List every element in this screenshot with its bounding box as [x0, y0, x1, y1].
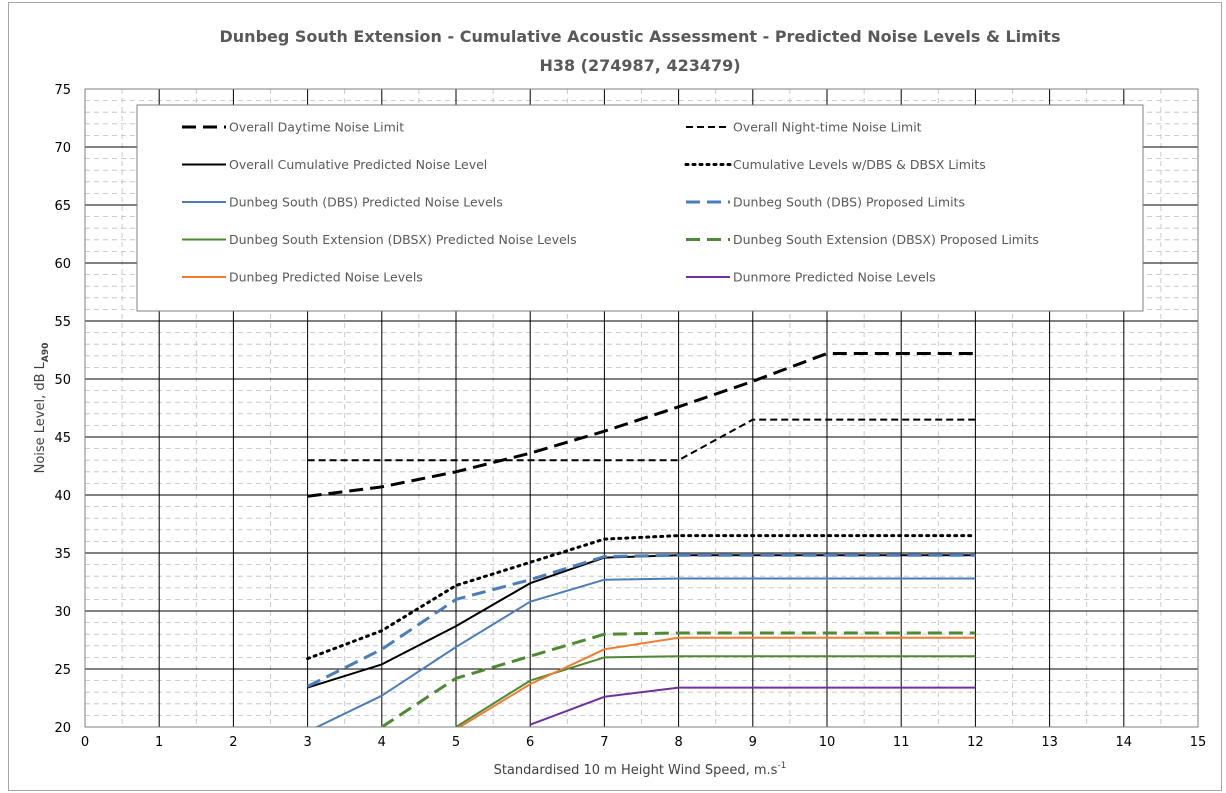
- x-tick-label: 6: [526, 735, 534, 750]
- y-tick-label: 50: [54, 373, 71, 388]
- legend: Overall Daytime Noise Limit Overall Night…: [136, 104, 1144, 312]
- y-tick-label: 35: [54, 547, 71, 562]
- x-tick-label: 0: [81, 735, 89, 750]
- x-tick-label: 3: [303, 735, 311, 750]
- series-line-2: [307, 418, 976, 462]
- legend-label-1: Overall Daytime Noise Limit: [229, 120, 404, 135]
- y-tick-label: 60: [54, 257, 71, 272]
- x-tick-labels: 0 1 2 3 4 5 6 7 8 9 10 11 12 13 14 15: [81, 735, 1206, 750]
- x-tick-label: 4: [378, 735, 386, 750]
- y-tick-label: 55: [54, 315, 71, 330]
- y-axis-title-text: Noise Level, dB L: [33, 361, 48, 473]
- x-tick-label: 5: [452, 735, 460, 750]
- y-tick-label: 40: [54, 489, 71, 504]
- series-line-6: [306, 553, 976, 688]
- x-tick-label: 11: [893, 735, 910, 750]
- x-tick-label: 10: [819, 735, 836, 750]
- y-tick-label: 30: [54, 605, 71, 620]
- series-line-8: [380, 631, 976, 727]
- x-tick-label: 9: [749, 735, 757, 750]
- legend-label-2: Overall Night-time Noise Limit: [733, 120, 922, 135]
- series-line-10: [529, 686, 976, 726]
- chart-title: Dunbeg South Extension - Cumulative Acou…: [220, 27, 1061, 46]
- x-axis-title-superscript: -1: [777, 761, 786, 771]
- y-axis-title: Noise Level, dB LA90: [33, 343, 51, 474]
- y-tick-labels: 20 25 30 35 40 45 50 55 60 65 70 75: [54, 83, 71, 736]
- y-tick-label: 20: [54, 721, 71, 736]
- y-tick-label: 25: [54, 663, 71, 678]
- x-axis-title-text: Standardised 10 m Height Wind Speed, m.s: [494, 763, 778, 778]
- x-tick-label: 15: [1190, 735, 1207, 750]
- x-tick-label: 2: [229, 735, 237, 750]
- plot-area-border: [84, 88, 1199, 728]
- x-tick-label: 8: [674, 735, 682, 750]
- y-tick-label: 70: [54, 141, 71, 156]
- x-tick-label: 1: [155, 735, 163, 750]
- y-axis-title-subscript: A90: [41, 343, 51, 363]
- x-tick-label: 14: [1116, 735, 1133, 750]
- series-line-4: [306, 534, 977, 661]
- y-tick-label: 75: [54, 83, 71, 98]
- legend-label-7: Dunbeg South Extension (DBSX) Predicted …: [229, 232, 577, 247]
- legend-label-6: Dunbeg South (DBS) Proposed Limits: [733, 195, 965, 210]
- x-tick-label: 12: [967, 735, 984, 750]
- series-line-1: [307, 352, 976, 498]
- legend-label-9: Dunbeg Predicted Noise Levels: [229, 270, 423, 285]
- y-tick-label: 45: [54, 431, 71, 446]
- x-tick-label: 13: [1041, 735, 1058, 750]
- legend-label-3: Overall Cumulative Predicted Noise Level: [229, 157, 487, 172]
- legend-label-4: Cumulative Levels w/DBS & DBSX Limits: [733, 157, 986, 172]
- series-line-5: [314, 577, 976, 727]
- legend-label-10: Dunmore Predicted Noise Levels: [733, 270, 936, 285]
- series-line-7: [455, 655, 976, 727]
- legend-box: [136, 104, 1144, 312]
- x-tick-label: 7: [600, 735, 608, 750]
- series-line-9: [457, 636, 976, 727]
- x-axis-title: Standardised 10 m Height Wind Speed, m.s…: [494, 761, 787, 778]
- legend-label-5: Dunbeg South (DBS) Predicted Noise Level…: [229, 195, 503, 210]
- legend-label-8: Dunbeg South Extension (DBSX) Proposed L…: [733, 232, 1039, 247]
- chart-subtitle: H38 (274987, 423479): [539, 56, 740, 75]
- series-lines: [306, 352, 977, 727]
- y-tick-label: 65: [54, 199, 71, 214]
